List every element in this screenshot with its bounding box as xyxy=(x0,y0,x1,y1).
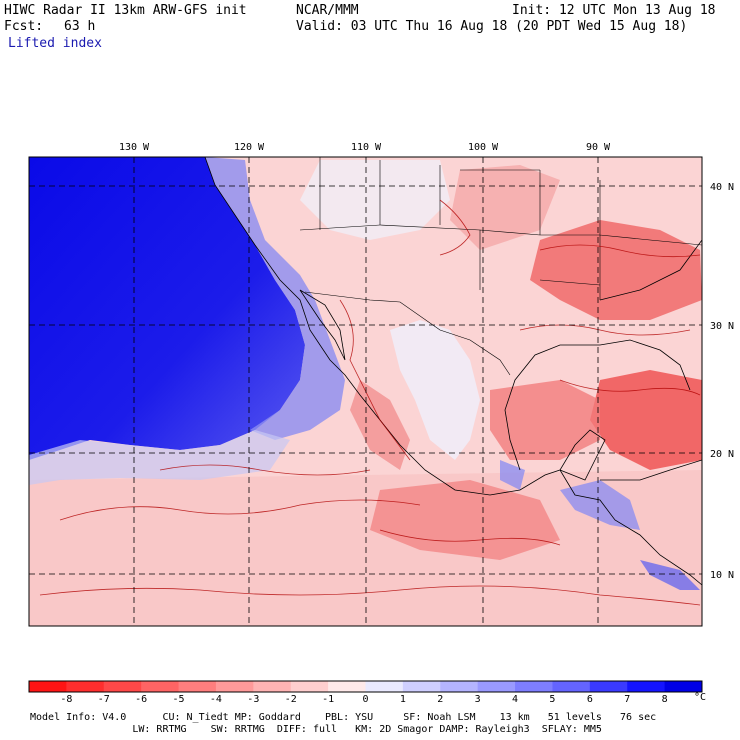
model-info-line1: Model Info: V4.0 CU: N_Tiedt MP: Goddard… xyxy=(30,712,657,723)
panama-blue xyxy=(640,560,700,590)
political-borders xyxy=(299,157,702,376)
colorbar-swatch xyxy=(29,681,67,692)
colorbar-tick-label: -1 xyxy=(322,694,335,705)
colorbar-swatch xyxy=(103,681,142,692)
lon-label: 100 W xyxy=(468,142,499,153)
fcst-label: Fcst: xyxy=(4,19,44,34)
coastal-fringe xyxy=(205,157,345,440)
colorbar-tick-label: -5 xyxy=(172,694,185,705)
colorbar-frame xyxy=(28,680,703,693)
unstable-gulf xyxy=(490,380,600,460)
colorbar-swatch xyxy=(215,681,254,692)
colorbar-swatch xyxy=(552,681,591,692)
colorbar xyxy=(28,680,703,693)
colorbar-swatch xyxy=(66,681,105,692)
li-contours xyxy=(39,199,701,606)
colorbar-tick-label: 7 xyxy=(624,694,631,705)
colorbar-tick-label: -6 xyxy=(135,694,148,705)
colorbar-unit: °C xyxy=(693,692,707,703)
model-info-line2: LW: RRTMG SW: RRTMG DIFF: full KM: 2D Sm… xyxy=(30,724,602,735)
colorbar-swatch xyxy=(253,681,292,692)
field-name: Lifted index xyxy=(8,36,102,51)
graticule xyxy=(29,157,702,626)
colorbar-swatch xyxy=(627,681,666,692)
colorbar-tick-label: 1 xyxy=(399,694,406,705)
unstable-east-pacific xyxy=(370,480,560,560)
org-label: NCAR/MMM xyxy=(296,3,359,18)
colorbar-tick-label: -2 xyxy=(284,694,297,705)
lat-label: 20 N xyxy=(710,449,734,460)
map-frame xyxy=(28,156,703,627)
lat-label: 30 N xyxy=(710,321,734,332)
pacific-fringe-south xyxy=(29,430,290,485)
colorbar-tick-label: -3 xyxy=(247,694,260,705)
colorbar-swatch xyxy=(515,681,553,692)
colorbar-swatch xyxy=(141,681,180,692)
coastlines xyxy=(204,157,702,586)
colorbar-tick-label: -8 xyxy=(60,694,73,705)
great-basin xyxy=(300,160,450,240)
mexican-plateau xyxy=(390,320,480,460)
colorbar-tick-label: -7 xyxy=(97,694,110,705)
colorbar-swatch xyxy=(328,681,366,692)
lon-label: 120 W xyxy=(234,142,265,153)
fcst-value: 63 h xyxy=(64,19,96,34)
colorbar-tick-label: 3 xyxy=(474,694,481,705)
lon-label: 110 W xyxy=(351,142,382,153)
pacific-stable-region xyxy=(29,157,305,460)
central-america-blue xyxy=(560,480,640,530)
colorbar-swatch xyxy=(440,681,479,692)
colorbar-tick-label: 6 xyxy=(586,694,593,705)
colorbar-swatch xyxy=(290,681,329,692)
lat-label: 40 N xyxy=(710,182,734,193)
colorbar-swatch xyxy=(664,681,703,692)
colorbar-tick-label: 0 xyxy=(362,694,369,705)
lon-label: 130 W xyxy=(119,142,150,153)
init-time: Init: 12 UTC Mon 13 Aug 18 xyxy=(512,3,716,18)
colorbar-tick-label: -4 xyxy=(209,694,222,705)
colorbar-tick-label: 8 xyxy=(661,694,668,705)
colorbar-swatch xyxy=(477,681,516,692)
colorbar-tick-label: 2 xyxy=(437,694,444,705)
lat-label: 10 N xyxy=(710,570,734,581)
colorbar-swatch xyxy=(178,681,217,692)
colorbar-swatch xyxy=(402,681,441,692)
valid-time: Valid: 03 UTC Thu 16 Aug 18 (20 PDT Wed … xyxy=(296,19,688,34)
colorbar-tick-label: 4 xyxy=(512,694,519,705)
lon-label: 90 W xyxy=(586,142,611,153)
colorbar-tick-label: 5 xyxy=(549,694,556,705)
unstable-west-mexico xyxy=(350,380,410,470)
colorbar-swatch xyxy=(589,681,628,692)
colorbar-swatch xyxy=(365,681,404,692)
unstable-caribbean xyxy=(590,370,702,470)
model-title: HIWC Radar II 13km ARW-GFS init xyxy=(4,3,247,18)
